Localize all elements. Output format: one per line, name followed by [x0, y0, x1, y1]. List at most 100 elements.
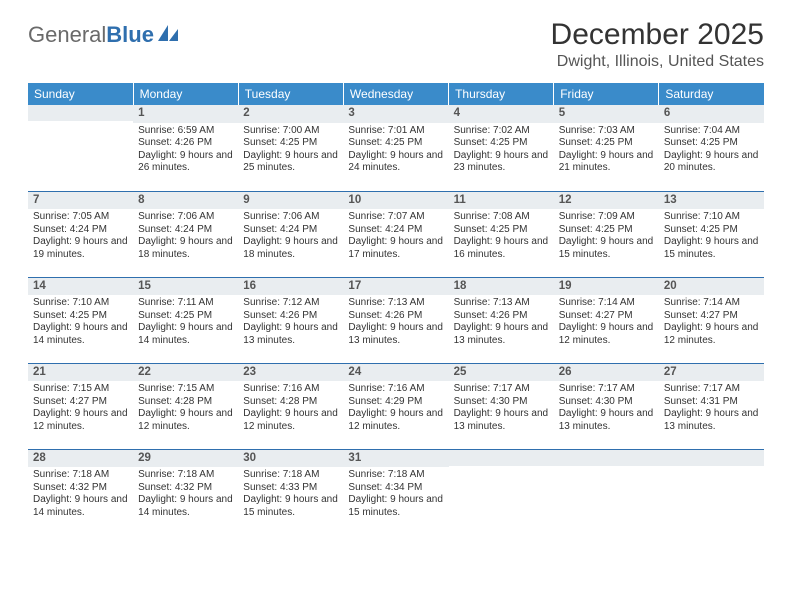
daylight-text: Daylight: 9 hours and 17 minutes.	[348, 236, 444, 261]
day-number: 23	[238, 364, 343, 382]
day-body: Sunrise: 7:14 AMSunset: 4:27 PMDaylight:…	[554, 295, 659, 351]
location: Dwight, Illinois, United States	[551, 53, 764, 71]
day-body: Sunrise: 7:14 AMSunset: 4:27 PMDaylight:…	[659, 295, 764, 351]
page: GeneralBlue December 2025 Dwight, Illino…	[0, 0, 792, 555]
calendar-cell: 9Sunrise: 7:06 AMSunset: 4:24 PMDaylight…	[238, 191, 343, 277]
calendar-cell: 5Sunrise: 7:03 AMSunset: 4:25 PMDaylight…	[554, 105, 659, 191]
sunset-text: Sunset: 4:25 PM	[33, 310, 129, 323]
daylight-text: Daylight: 9 hours and 12 minutes.	[664, 322, 760, 347]
sunset-text: Sunset: 4:28 PM	[243, 396, 339, 409]
day-body: Sunrise: 7:09 AMSunset: 4:25 PMDaylight:…	[554, 209, 659, 265]
sunset-text: Sunset: 4:24 PM	[138, 224, 234, 237]
calendar-cell: 29Sunrise: 7:18 AMSunset: 4:32 PMDayligh…	[133, 449, 238, 535]
day-number: 11	[449, 192, 554, 210]
day-body: Sunrise: 7:13 AMSunset: 4:26 PMDaylight:…	[449, 295, 554, 351]
sunset-text: Sunset: 4:27 PM	[33, 396, 129, 409]
calendar-cell: 7Sunrise: 7:05 AMSunset: 4:24 PMDaylight…	[28, 191, 133, 277]
sunrise-text: Sunrise: 7:10 AM	[33, 297, 129, 310]
calendar-cell: 13Sunrise: 7:10 AMSunset: 4:25 PMDayligh…	[659, 191, 764, 277]
day-body: Sunrise: 7:16 AMSunset: 4:29 PMDaylight:…	[343, 381, 448, 437]
weekday-header: Saturday	[659, 83, 764, 105]
daylight-text: Daylight: 9 hours and 13 minutes.	[664, 408, 760, 433]
day-body: Sunrise: 7:11 AMSunset: 4:25 PMDaylight:…	[133, 295, 238, 351]
calendar-cell	[659, 449, 764, 535]
daylight-text: Daylight: 9 hours and 14 minutes.	[33, 322, 129, 347]
day-body	[554, 466, 659, 516]
calendar-head: Sunday Monday Tuesday Wednesday Thursday…	[28, 83, 764, 105]
sunrise-text: Sunrise: 7:10 AM	[664, 211, 760, 224]
day-body: Sunrise: 6:59 AMSunset: 4:26 PMDaylight:…	[133, 123, 238, 179]
daylight-text: Daylight: 9 hours and 12 minutes.	[559, 322, 655, 347]
sunrise-text: Sunrise: 7:17 AM	[454, 383, 550, 396]
daylight-text: Daylight: 9 hours and 26 minutes.	[138, 150, 234, 175]
calendar-cell: 2Sunrise: 7:00 AMSunset: 4:25 PMDaylight…	[238, 105, 343, 191]
day-number: 6	[659, 105, 764, 123]
daylight-text: Daylight: 9 hours and 14 minutes.	[138, 322, 234, 347]
sunrise-text: Sunrise: 7:14 AM	[559, 297, 655, 310]
calendar-table: Sunday Monday Tuesday Wednesday Thursday…	[28, 83, 764, 535]
calendar-week: 14Sunrise: 7:10 AMSunset: 4:25 PMDayligh…	[28, 277, 764, 363]
day-body: Sunrise: 7:10 AMSunset: 4:25 PMDaylight:…	[659, 209, 764, 265]
daylight-text: Daylight: 9 hours and 13 minutes.	[559, 408, 655, 433]
calendar-cell	[28, 105, 133, 191]
day-body: Sunrise: 7:07 AMSunset: 4:24 PMDaylight:…	[343, 209, 448, 265]
logo-word2: Blue	[106, 22, 154, 47]
daylight-text: Daylight: 9 hours and 24 minutes.	[348, 150, 444, 175]
day-number: 29	[133, 450, 238, 468]
day-number: 21	[28, 364, 133, 382]
sunrise-text: Sunrise: 7:00 AM	[243, 125, 339, 138]
day-body: Sunrise: 7:15 AMSunset: 4:28 PMDaylight:…	[133, 381, 238, 437]
sunset-text: Sunset: 4:25 PM	[559, 137, 655, 150]
calendar-cell: 12Sunrise: 7:09 AMSunset: 4:25 PMDayligh…	[554, 191, 659, 277]
daylight-text: Daylight: 9 hours and 12 minutes.	[138, 408, 234, 433]
logo-word1: General	[28, 22, 106, 47]
weekday-header: Tuesday	[238, 83, 343, 105]
calendar-cell: 17Sunrise: 7:13 AMSunset: 4:26 PMDayligh…	[343, 277, 448, 363]
sunrise-text: Sunrise: 7:18 AM	[33, 469, 129, 482]
calendar-cell: 20Sunrise: 7:14 AMSunset: 4:27 PMDayligh…	[659, 277, 764, 363]
day-number: 24	[343, 364, 448, 382]
weekday-header: Monday	[133, 83, 238, 105]
calendar-cell: 6Sunrise: 7:04 AMSunset: 4:25 PMDaylight…	[659, 105, 764, 191]
daylight-text: Daylight: 9 hours and 15 minutes.	[243, 494, 339, 519]
day-number	[554, 450, 659, 466]
day-number: 1	[133, 105, 238, 123]
sunrise-text: Sunrise: 7:06 AM	[243, 211, 339, 224]
day-body	[659, 466, 764, 516]
day-number: 14	[28, 278, 133, 296]
daylight-text: Daylight: 9 hours and 25 minutes.	[243, 150, 339, 175]
day-body: Sunrise: 7:06 AMSunset: 4:24 PMDaylight:…	[133, 209, 238, 265]
calendar-cell	[449, 449, 554, 535]
weekday-row: Sunday Monday Tuesday Wednesday Thursday…	[28, 83, 764, 105]
day-body: Sunrise: 7:15 AMSunset: 4:27 PMDaylight:…	[28, 381, 133, 437]
sunrise-text: Sunrise: 7:13 AM	[454, 297, 550, 310]
weekday-header: Thursday	[449, 83, 554, 105]
calendar-cell: 31Sunrise: 7:18 AMSunset: 4:34 PMDayligh…	[343, 449, 448, 535]
calendar-cell: 1Sunrise: 6:59 AMSunset: 4:26 PMDaylight…	[133, 105, 238, 191]
daylight-text: Daylight: 9 hours and 13 minutes.	[454, 408, 550, 433]
day-body: Sunrise: 7:18 AMSunset: 4:34 PMDaylight:…	[343, 467, 448, 523]
day-number: 3	[343, 105, 448, 123]
daylight-text: Daylight: 9 hours and 18 minutes.	[243, 236, 339, 261]
day-body: Sunrise: 7:17 AMSunset: 4:31 PMDaylight:…	[659, 381, 764, 437]
sunrise-text: Sunrise: 7:16 AM	[348, 383, 444, 396]
day-body: Sunrise: 7:16 AMSunset: 4:28 PMDaylight:…	[238, 381, 343, 437]
day-body: Sunrise: 7:17 AMSunset: 4:30 PMDaylight:…	[554, 381, 659, 437]
day-number: 25	[449, 364, 554, 382]
daylight-text: Daylight: 9 hours and 12 minutes.	[33, 408, 129, 433]
day-body: Sunrise: 7:06 AMSunset: 4:24 PMDaylight:…	[238, 209, 343, 265]
daylight-text: Daylight: 9 hours and 20 minutes.	[664, 150, 760, 175]
calendar-body: 1Sunrise: 6:59 AMSunset: 4:26 PMDaylight…	[28, 105, 764, 535]
calendar-week: 28Sunrise: 7:18 AMSunset: 4:32 PMDayligh…	[28, 449, 764, 535]
day-number: 7	[28, 192, 133, 210]
calendar-cell	[554, 449, 659, 535]
calendar-cell: 8Sunrise: 7:06 AMSunset: 4:24 PMDaylight…	[133, 191, 238, 277]
sunset-text: Sunset: 4:28 PM	[138, 396, 234, 409]
sunset-text: Sunset: 4:29 PM	[348, 396, 444, 409]
calendar-cell: 23Sunrise: 7:16 AMSunset: 4:28 PMDayligh…	[238, 363, 343, 449]
sunset-text: Sunset: 4:31 PM	[664, 396, 760, 409]
sunrise-text: Sunrise: 7:08 AM	[454, 211, 550, 224]
calendar-cell: 30Sunrise: 7:18 AMSunset: 4:33 PMDayligh…	[238, 449, 343, 535]
calendar-week: 7Sunrise: 7:05 AMSunset: 4:24 PMDaylight…	[28, 191, 764, 277]
daylight-text: Daylight: 9 hours and 23 minutes.	[454, 150, 550, 175]
